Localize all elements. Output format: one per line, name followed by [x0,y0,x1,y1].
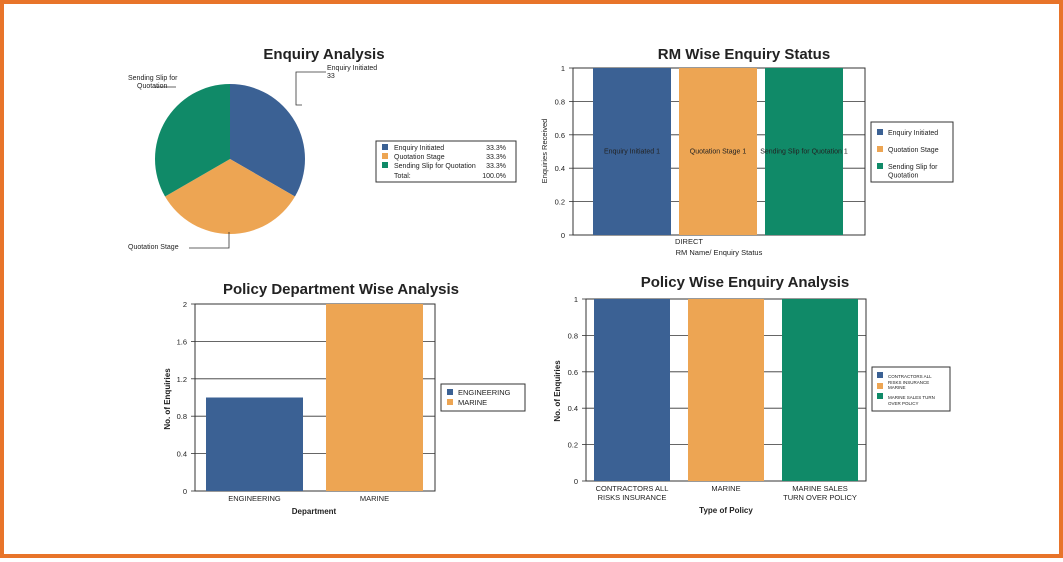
policy-legend-label: OVER POLICY [888,401,919,406]
rm-bar-data-label: Quotation Stage 1 [690,149,747,156]
rm-legend-swatch-0 [877,129,883,135]
policy-x-category-label: RISKS INSURANCE [598,493,667,502]
rm-y-axis-label: Enquiries Received [540,119,549,184]
policy-y-tick-label: 0.6 [568,368,578,377]
dept-bar-engineering [206,397,303,491]
policy-x-category-label: CONTRACTORS ALL [596,484,669,493]
legend-total-value: 100.0% [482,173,506,180]
enquiry-analysis-chart: Enquiry Analysis Enquiry Initiated 33 Qu… [128,46,517,251]
dashboard-canvas: Enquiry Analysis Enquiry Initiated 33 Qu… [128,46,954,516]
policy-bar-marine [688,299,764,481]
legend-total-label: Total: [394,173,411,180]
rm-x-axis-label: RM Name/ Enquiry Status [676,248,763,257]
dept-legend-swatch-0 [447,389,453,395]
policy-legend-label: MARINE [888,385,906,390]
rm-chart-title: RM Wise Enquiry Status [658,46,830,63]
dept-legend-swatch-1 [447,399,453,405]
rm-legend: Enquiry Initiated Quotation Stage Sending … [870,121,954,183]
policy-chart-title: Policy Wise Enquiry Analysis [641,274,850,291]
rm-y-tick-label: 0.6 [555,131,565,140]
pie-chart-title: Enquiry Analysis [263,46,384,63]
rm-legend-swatch-2 [877,163,883,169]
callout-quotation-label: Quotation Stage [128,244,179,251]
legend-swatch-enquiry-initiated [382,144,388,150]
dept-y-tick-label: 0 [183,487,187,496]
dept-legend-label: ENGINEERING [458,388,511,397]
policy-y-tick-label: 0.4 [568,404,578,413]
dept-x-category-label: MARINE [360,494,389,503]
dept-chart-title: Policy Department Wise Analysis [223,281,459,298]
policy-legend-swatch-1 [877,383,883,389]
rm-y-tick-label: 1 [561,64,565,73]
policy-y-tick-label: 1 [574,295,578,304]
legend-percent-enquiry-initiated: 33.3% [486,145,506,152]
dept-bar-marine [326,304,423,491]
legend-percent-quotation-stage: 33.3% [486,154,506,161]
legend-percent-sending-slip-for-quotation: 33.3% [486,163,506,170]
pie-slice-sending-slip-for-quotation [155,84,230,197]
callout-line-initiated [295,71,326,106]
callout-initiated-value: 33 [327,73,335,80]
policy-y-tick-label: 0.2 [568,441,578,450]
rm-bar-quotation-stage [679,68,757,235]
policy-x-category-label: MARINE [711,484,740,493]
rm-bar-data-label: Sending Slip for Quotation 1 [760,149,848,156]
dept-x-category-label: ENGINEERING [228,494,281,503]
dept-y-tick-label: 2 [183,300,187,309]
rm-y-tick-label: 0.8 [555,97,565,106]
legend-swatch-quotation-stage [382,153,388,159]
policy-department-chart: Policy Department Wise Analysis 0 0.4 0.8 1… [163,281,526,516]
dept-y-tick-label: 0.4 [177,450,187,459]
rm-wise-chart: RM Wise Enquiry Status Enquiry Initiated… [540,46,954,257]
dept-legend-label: MARINE [458,398,487,407]
dept-x-axis-label: Department [292,507,337,516]
rm-y-tick-label: 0.4 [555,164,565,173]
dept-y-tick-label: 1.6 [177,337,187,346]
callout-line-quotation [189,232,230,249]
rm-y-tick-label: 0 [561,231,565,240]
dept-y-axis-label: No. of Enquiries [163,368,172,430]
pie-slice-enquiry-initiated [230,84,305,197]
pie-legend: Enquiry Initiated 33.3% Quotation Stage 33.… [375,140,517,183]
rm-legend-label: Enquiry Initiated [888,130,938,137]
dept-y-tick-label: 0.8 [177,412,187,421]
rm-x-category: DIRECT [675,237,703,246]
policy-y-tick-label: 0.8 [568,331,578,340]
policy-x-axis-label: Type of Policy [699,506,753,515]
rm-legend-label: Sending Slip for [888,164,938,171]
policy-bar-marine-sales-turn-over-policy [782,299,858,481]
policy-legend-label: MARINE SALES TURN [888,395,935,400]
policy-x-category-label: MARINE SALES [792,484,847,493]
rm-y-tick-label: 0.2 [555,198,565,207]
rm-legend-swatch-1 [877,146,883,152]
policy-legend-swatch-0 [877,372,883,378]
policy-legend-swatch-2 [877,393,883,399]
callout-slip-line2: Quotation [137,83,167,90]
callout-slip-line1: Sending Slip for [128,75,178,82]
rm-bar-data-label: Enquiry Initiated 1 [604,149,660,156]
callout-initiated-label: Enquiry Initiated [327,65,377,72]
dept-y-tick-label: 1.2 [177,375,187,384]
policy-legend-label: RISKS INSURANCE [888,380,929,385]
policy-legend-label: CONTRACTORS ALL [888,374,932,379]
rm-legend-label: Quotation [888,173,918,180]
policy-bar-contractors-all-risks-insurance [594,299,670,481]
policy-y-tick-label: 0 [574,477,578,486]
policy-x-category-label: TURN OVER POLICY [783,493,857,502]
rm-legend-label: Quotation Stage [888,147,939,154]
legend-label-sending-slip-for-quotation: Sending Slip for Quotation [394,163,476,170]
legend-label-quotation-stage: Quotation Stage [394,154,445,161]
legend-label-enquiry-initiated: Enquiry Initiated [394,145,444,152]
legend-swatch-sending-slip-for-quotation [382,162,388,168]
rm-bar-sending-slip-for-quotation [765,68,843,235]
policy-y-axis-label: No. of Enquiries [553,360,562,422]
policy-wise-chart: Policy Wise Enquiry Analysis 0 0.2 0.4 0.6 0… [553,274,951,515]
rm-bar-enquiry-initiated [593,68,671,235]
